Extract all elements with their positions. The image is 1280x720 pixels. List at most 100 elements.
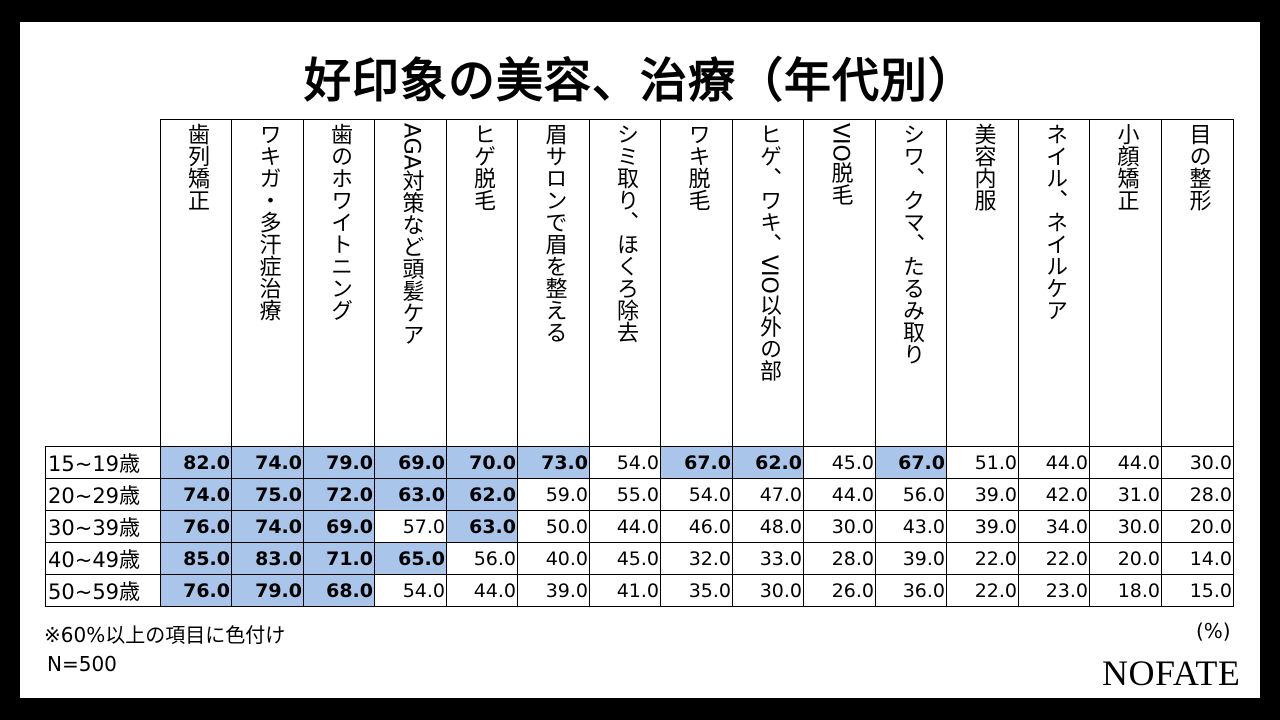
value-cell: 82.0 — [160, 446, 232, 479]
value-cell: 65.0 — [374, 542, 447, 575]
column-header: 歯のホワイトニング — [303, 119, 375, 447]
value-cell: 67.0 — [660, 446, 733, 479]
value-cell: 22.0 — [1018, 542, 1090, 575]
value-cell: 73.0 — [517, 446, 590, 479]
value-cell: 30.0 — [1089, 510, 1162, 543]
value-cell: 20.0 — [1089, 542, 1162, 575]
value-cell: 15.0 — [1161, 574, 1234, 607]
value-cell: 30.0 — [732, 574, 804, 607]
column-header-label: 美容内服 — [970, 123, 996, 211]
value-cell: 62.0 — [446, 478, 518, 511]
value-cell: 39.0 — [946, 478, 1019, 511]
page-title: 好印象の美容、治療（年代別） — [304, 54, 976, 109]
value-cell: 45.0 — [803, 446, 876, 479]
table-row: 20~29歳 74.0 75.0 72.0 63.0 62.0 59.0 55.0 54.0 47… — [45, 478, 1234, 511]
column-header-label: ヒゲ、ワキ、VIO以外の部 — [756, 123, 781, 382]
value-cell: 34.0 — [1018, 510, 1090, 543]
value-cell: 54.0 — [374, 574, 447, 607]
column-header: AGA対策など頭髪ケア — [374, 119, 447, 447]
table-row: 50~59歳 76.0 79.0 68.0 54.0 44.0 39.0 41.0 35.0 30… — [45, 574, 1234, 607]
row-label: 50~59歳 — [45, 574, 161, 607]
column-header-label: ネイル、ネイルケア — [1042, 123, 1067, 321]
value-cell: 55.0 — [589, 478, 661, 511]
value-cell: 79.0 — [303, 446, 375, 479]
column-header: シワ、クマ、たるみ取り — [875, 119, 947, 447]
value-cell: 22.0 — [946, 574, 1019, 607]
value-cell: 47.0 — [732, 478, 804, 511]
value-cell: 43.0 — [875, 510, 947, 543]
value-cell: 74.0 — [231, 446, 304, 479]
value-cell: 51.0 — [946, 446, 1019, 479]
column-header-label: シミ取り、ほくろ除去 — [613, 123, 638, 343]
column-header-label: 眉サロンで眉を整える — [541, 123, 567, 343]
slide: 好印象の美容、治療（年代別） 歯列矯正 ワキガ・多汗症治療 歯のホワイトニング AGA… — [20, 22, 1260, 698]
value-cell: 36.0 — [875, 574, 947, 607]
value-cell: 48.0 — [732, 510, 804, 543]
value-cell: 35.0 — [660, 574, 733, 607]
value-cell: 76.0 — [160, 574, 232, 607]
value-cell: 75.0 — [231, 478, 304, 511]
table-row: 30~39歳 76.0 74.0 69.0 57.0 63.0 50.0 44.0 46.0 48… — [45, 510, 1234, 543]
value-cell: 23.0 — [1018, 574, 1090, 607]
row-label: 30~39歳 — [45, 510, 161, 543]
column-header: 美容内服 — [946, 119, 1019, 447]
value-cell: 62.0 — [732, 446, 804, 479]
column-header: ヒゲ、ワキ、VIO以外の部 — [732, 119, 804, 447]
value-cell: 39.0 — [517, 574, 590, 607]
column-header-label: 小顔矯正 — [1113, 123, 1139, 211]
highlight-note: ※60%以上の項目に色付け — [44, 623, 286, 647]
value-cell: 54.0 — [660, 478, 733, 511]
value-cell: 28.0 — [803, 542, 876, 575]
value-cell: 67.0 — [875, 446, 947, 479]
value-cell: 42.0 — [1018, 478, 1090, 511]
column-header-label: VIO脱毛 — [827, 123, 853, 206]
value-cell: 14.0 — [1161, 542, 1234, 575]
column-header: ワキ脱毛 — [660, 119, 733, 447]
value-cell: 31.0 — [1089, 478, 1162, 511]
value-cell: 32.0 — [660, 542, 733, 575]
column-header-label: ワキ脱毛 — [684, 123, 710, 211]
value-cell: 45.0 — [589, 542, 661, 575]
column-header: 歯列矯正 — [160, 119, 232, 447]
column-header: VIO脱毛 — [803, 119, 876, 447]
value-cell: 69.0 — [303, 510, 375, 543]
table-row: 40~49歳 85.0 83.0 71.0 65.0 56.0 40.0 45.0 32.0 33… — [45, 542, 1234, 575]
value-cell: 59.0 — [517, 478, 590, 511]
row-label: 20~29歳 — [45, 478, 161, 511]
value-cell: 54.0 — [589, 446, 661, 479]
value-cell: 44.0 — [1089, 446, 1162, 479]
value-cell: 68.0 — [303, 574, 375, 607]
value-cell: 39.0 — [875, 542, 947, 575]
value-cell: 44.0 — [1018, 446, 1090, 479]
value-cell: 46.0 — [660, 510, 733, 543]
value-cell: 63.0 — [374, 478, 447, 511]
value-cell: 20.0 — [1161, 510, 1234, 543]
value-cell: 85.0 — [160, 542, 232, 575]
column-header: シミ取り、ほくろ除去 — [589, 119, 661, 447]
value-cell: 70.0 — [446, 446, 518, 479]
column-header: ヒゲ脱毛 — [446, 119, 518, 447]
value-cell: 79.0 — [231, 574, 304, 607]
column-header-label: 目の整形 — [1185, 123, 1211, 211]
value-cell: 33.0 — [732, 542, 804, 575]
value-cell: 30.0 — [1161, 446, 1234, 479]
value-cell: 44.0 — [446, 574, 518, 607]
column-header: ネイル、ネイルケア — [1018, 119, 1090, 447]
row-label: 40~49歳 — [45, 542, 161, 575]
sample-size: N=500 — [47, 652, 117, 676]
column-header: ワキガ・多汗症治療 — [231, 119, 304, 447]
row-label: 15~19歳 — [45, 446, 161, 479]
table-row: 15~19歳 82.0 74.0 79.0 69.0 70.0 73.0 54.0 67.0 62… — [45, 446, 1234, 479]
header-row: 歯列矯正 ワキガ・多汗症治療 歯のホワイトニング AGA対策など頭髪ケア ヒゲ脱毛 眉サロ… — [45, 119, 1234, 447]
value-cell: 22.0 — [946, 542, 1019, 575]
value-cell: 18.0 — [1089, 574, 1162, 607]
value-cell: 40.0 — [517, 542, 590, 575]
brand-logo: NOFATE — [1102, 653, 1241, 693]
column-header: 眉サロンで眉を整える — [517, 119, 590, 447]
column-header-label: ワキガ・多汗症治療 — [255, 123, 281, 321]
column-header: 目の整形 — [1161, 119, 1234, 447]
value-cell: 74.0 — [231, 510, 304, 543]
value-cell: 57.0 — [374, 510, 447, 543]
value-cell: 71.0 — [303, 542, 375, 575]
value-cell: 74.0 — [160, 478, 232, 511]
